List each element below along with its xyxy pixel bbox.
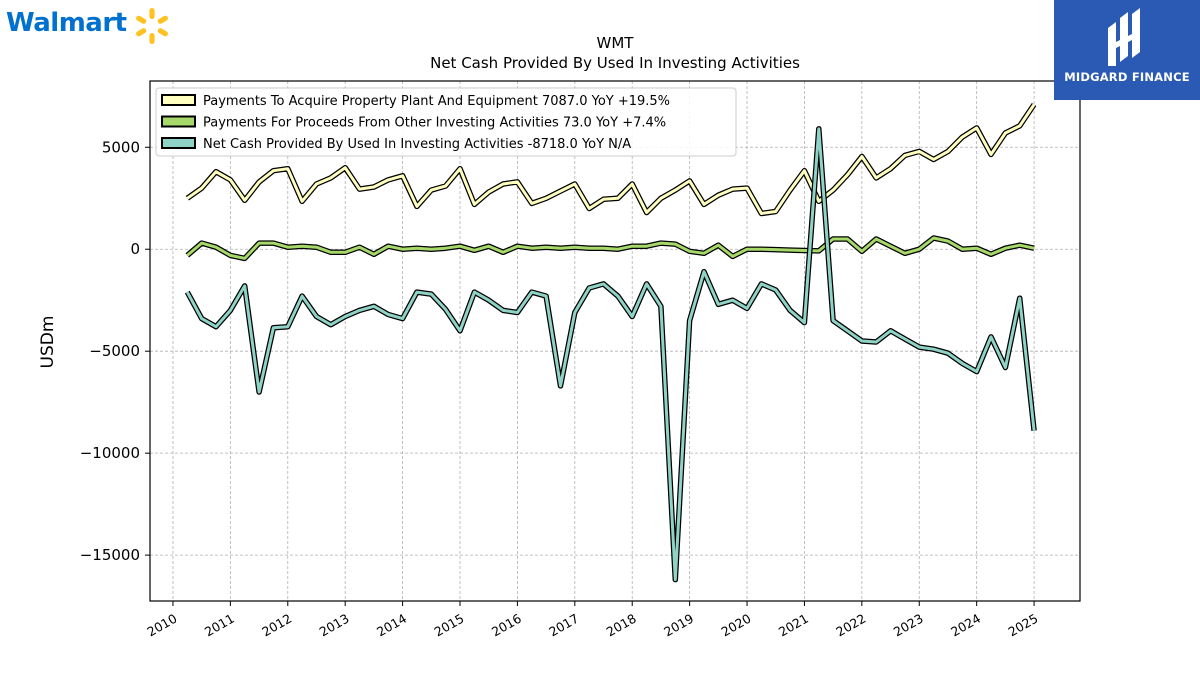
x-tick-label: 2015: [431, 611, 466, 640]
x-tick-label: 2021: [776, 611, 811, 640]
walmart-wordmark: Walmart: [6, 8, 127, 38]
series-line: [186, 103, 1036, 215]
x-tick-label: 2016: [489, 611, 524, 640]
legend-swatch: [161, 94, 196, 106]
x-tick-label: 2017: [546, 611, 581, 640]
y-tick-label: −5000: [89, 342, 140, 360]
midgard-wordmark: MIDGARD FINANCE: [1064, 70, 1190, 84]
legend-label: Net Cash Provided By Used In Investing A…: [203, 137, 631, 152]
x-axis: 2010 2011 2012 2013 2014 2015 2016 2017 2018 2019…: [144, 601, 1041, 640]
x-tick-label: 2020: [718, 611, 753, 640]
series-line: [185, 127, 1036, 582]
x-tick-label: 2010: [144, 611, 179, 640]
y-tick-label: 5000: [102, 138, 140, 156]
legend-swatch: [161, 115, 196, 128]
series-line: [186, 236, 1035, 260]
legend-label: Payments For Proceeds From Other Investi…: [203, 116, 666, 131]
x-tick-label: 2024: [948, 611, 983, 640]
y-axis: 5000 0 −5000 −10000 −15000: [80, 138, 150, 564]
x-tick-label: 2025: [1006, 611, 1041, 640]
x-tick-label: 2012: [259, 611, 294, 640]
x-tick-label: 2013: [317, 611, 352, 640]
series-lines: [184, 102, 1037, 583]
x-tick-label: 2019: [661, 611, 696, 640]
walmart-spark-icon: [136, 8, 168, 44]
y-tick-label: −10000: [80, 444, 140, 462]
y-tick-label: 0: [130, 240, 140, 258]
grid: [150, 81, 1080, 601]
x-tick-label: 2023: [891, 611, 926, 640]
x-tick-label: 2022: [833, 611, 868, 640]
y-axis-label: USDm: [38, 316, 58, 369]
legend: Payments To Acquire Property Plant And E…: [155, 87, 737, 157]
legend-swatch: [161, 137, 196, 149]
chart-subtitle: Net Cash Provided By Used In Investing A…: [430, 54, 800, 72]
midgard-emblem-icon: [1108, 8, 1140, 66]
chart-title: WMT: [597, 34, 635, 52]
legend-label: Payments To Acquire Property Plant And E…: [203, 94, 670, 109]
plot-frame: [149, 80, 1081, 602]
walmart-logo: Walmart: [6, 4, 176, 44]
legend-box: [155, 87, 737, 157]
midgard-finance-logo: MIDGARD FINANCE: [1054, 0, 1200, 100]
x-tick-label: 2011: [202, 611, 237, 640]
y-tick-label: −15000: [80, 546, 140, 564]
x-tick-label: 2018: [604, 611, 639, 640]
x-tick-label: 2014: [374, 611, 409, 640]
